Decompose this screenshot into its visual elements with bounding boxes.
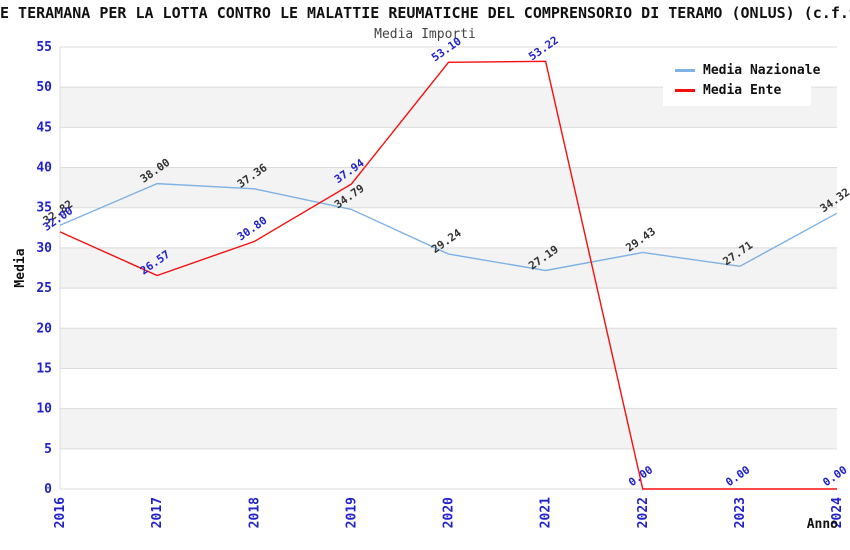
legend-item-media-ente: Media Ente xyxy=(663,83,811,98)
plot-band xyxy=(60,328,837,369)
point-label: 53.22 xyxy=(526,34,561,64)
point-label: 30.80 xyxy=(235,214,270,244)
x-axis-tick-label: 2020 xyxy=(442,497,457,528)
legend-label: Media Ente xyxy=(703,83,782,99)
y-axis-tick-label: 40 xyxy=(36,161,52,176)
y-axis-title: Media xyxy=(13,248,28,287)
x-axis-tick-label: 2021 xyxy=(539,497,554,528)
plot-band xyxy=(60,167,837,208)
series-line-media-ente xyxy=(59,60,837,490)
y-axis-tick-label: 25 xyxy=(36,281,52,296)
x-axis-tick-label: 2024 xyxy=(830,497,845,528)
x-axis-tick-label: 2018 xyxy=(247,497,262,528)
y-axis-tick-label: 45 xyxy=(36,120,52,135)
chart-title: E TERAMANA PER LA LOTTA CONTRO LE MALATT… xyxy=(0,4,850,22)
x-axis-tick-label: 2019 xyxy=(344,497,359,528)
x-axis-title: Anno xyxy=(807,517,838,532)
plot-band xyxy=(60,408,837,449)
media-ente-line-swatch xyxy=(675,89,695,93)
point-label: 0.00 xyxy=(723,463,752,489)
media-nazionale-line-swatch xyxy=(675,68,695,72)
x-axis-tick-label: 2023 xyxy=(733,497,748,528)
y-axis-tick-label: 5 xyxy=(44,442,52,457)
y-axis-tick-label: 15 xyxy=(36,361,52,376)
y-axis-tick-label: 20 xyxy=(36,321,52,336)
x-axis-tick-label: 2022 xyxy=(636,497,651,528)
y-axis-tick-label: 30 xyxy=(36,241,52,256)
legend: Media Nazionale Media Ente xyxy=(663,55,820,106)
point-label: 0.00 xyxy=(626,463,655,489)
x-axis-tick-label: 2017 xyxy=(150,497,165,528)
legend-item-media-nazionale: Media Nazionale xyxy=(663,63,820,78)
y-axis-tick-label: 55 xyxy=(36,40,52,55)
y-axis-tick-label: 35 xyxy=(36,201,52,216)
series-line-media-nazionale xyxy=(59,182,838,272)
chart-subtitle: Media Importi xyxy=(374,27,476,42)
y-axis-tick-label: 10 xyxy=(36,402,52,417)
y-axis-tick-label: 0 xyxy=(44,482,52,497)
point-label: 53.10 xyxy=(429,35,464,65)
legend-label: Media Nazionale xyxy=(703,62,821,78)
point-label: 0.00 xyxy=(820,463,849,489)
x-axis-tick-label: 2016 xyxy=(53,497,68,528)
y-axis-tick-label: 50 xyxy=(36,80,52,95)
